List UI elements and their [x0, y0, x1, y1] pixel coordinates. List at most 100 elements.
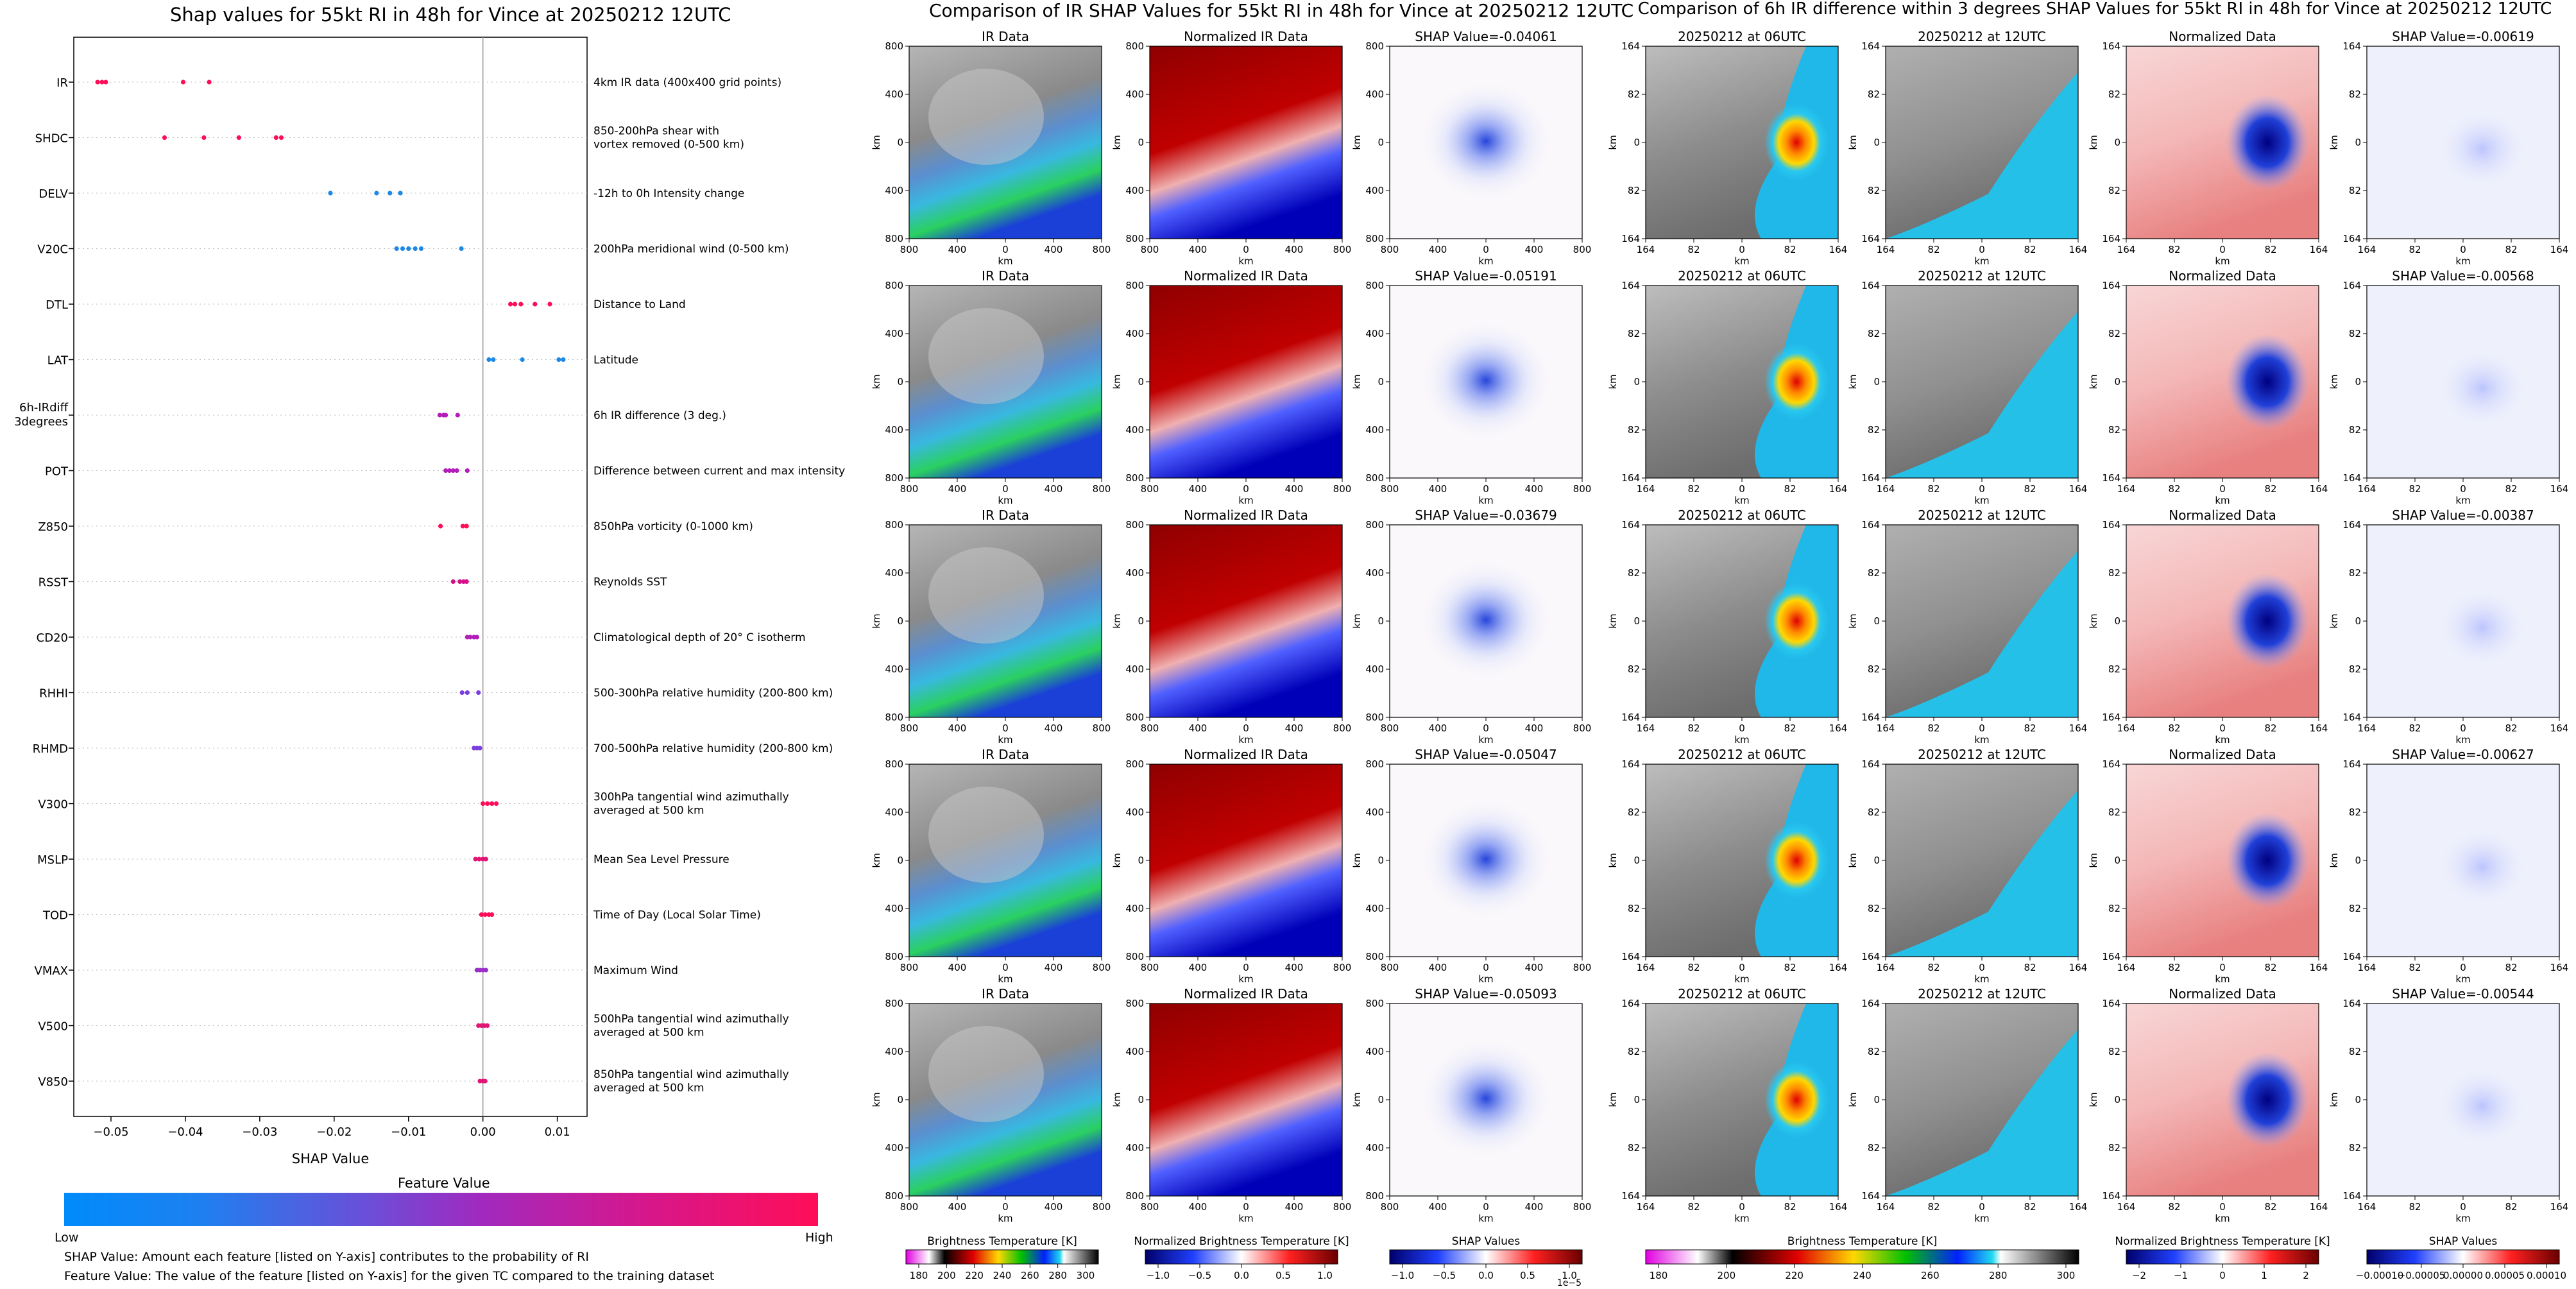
y-axis-label: km	[1111, 1092, 1123, 1107]
x-tick-label: 400	[1525, 483, 1544, 495]
y-tick-label: 164	[2342, 233, 2361, 244]
y-tick-label: 164	[2342, 998, 2361, 1009]
feature-description: Time of Day (Local Solar Time)	[593, 909, 761, 922]
feature-name: IR	[56, 76, 68, 90]
negative-diff-region	[2226, 94, 2309, 191]
x-tick-label: 82	[2409, 483, 2421, 495]
y-tick-label: 82	[1868, 89, 1880, 100]
panel-title: IR Data	[982, 29, 1029, 44]
y-tick-label: 164	[1621, 712, 1640, 723]
x-tick-label: −0.05	[93, 1125, 128, 1139]
y-tick-label: 164	[2342, 519, 2361, 531]
x-tick-label: 82	[2264, 722, 2276, 734]
y-tick-label: 400	[885, 663, 903, 675]
y-tick-label: 400	[1365, 663, 1384, 675]
y-tick-label: 164	[2102, 951, 2120, 962]
panel-title: SHAP Value=-0.05047	[1415, 747, 1557, 762]
x-tick-label: 164	[2358, 1201, 2376, 1213]
diff-norm-colorbar	[2126, 1249, 2319, 1265]
x-axis-label: km	[1478, 1213, 1493, 1224]
x-axis-label: km	[1974, 734, 1989, 746]
panel-title: IR Data	[982, 747, 1029, 762]
y-axis-label: km	[1111, 613, 1123, 628]
x-tick-label: 0	[1483, 1201, 1489, 1213]
shap-point	[464, 524, 469, 529]
y-tick-label: 164	[1621, 280, 1640, 291]
x-tick-label: 164	[1877, 483, 1895, 495]
x-tick-label: 82	[2505, 483, 2517, 495]
shap-point	[512, 302, 518, 307]
x-tick-label: 0	[1002, 722, 1009, 734]
shap-point	[201, 135, 207, 141]
panel-title: Normalized Data	[2169, 986, 2276, 1002]
convective-core	[1764, 583, 1829, 660]
feature-description: 200hPa meridional wind (0-500 km)	[593, 243, 789, 256]
x-tick-label: 0	[1483, 483, 1489, 495]
feature-name: V20C	[37, 243, 68, 257]
y-tick-label: 400	[1365, 567, 1384, 579]
y-tick-label: 800	[1125, 998, 1144, 1009]
panel-title: 20250212 at 06UTC	[1678, 268, 1806, 284]
feature-name: POT	[45, 465, 69, 479]
y-tick-label: 0	[2355, 137, 2361, 148]
ir-shap-colorbar	[1389, 1249, 1583, 1265]
feature-description: Distance to Land	[593, 298, 686, 311]
shap-point	[465, 690, 470, 696]
shap-point	[479, 912, 484, 918]
x-tick-label: 164	[2069, 1201, 2088, 1213]
x-tick-label: 82	[1927, 962, 1940, 973]
x-tick-label: 0	[2219, 722, 2226, 734]
y-tick-label: 0	[897, 376, 903, 388]
shap-point	[486, 357, 491, 363]
x-tick-label: 400	[1045, 1201, 1063, 1213]
y-tick-label: 0	[1873, 615, 1880, 627]
y-axis-label: km	[2328, 1092, 2340, 1107]
feature-name: V300	[38, 798, 68, 812]
shap-point	[406, 246, 411, 252]
y-axis-label: km	[871, 374, 882, 389]
x-tick-label: 400	[1189, 244, 1207, 255]
x-tick-label: 0	[1243, 1201, 1249, 1213]
y-tick-label: 164	[2102, 998, 2120, 1009]
colorbar-tick-label: 180	[910, 1270, 928, 1281]
y-axis-label: km	[1607, 135, 1619, 149]
colorbar-tick-label: 280	[1048, 1270, 1067, 1281]
feature-name: MSLP	[37, 853, 68, 867]
y-axis-label: km	[2328, 853, 2340, 867]
x-tick-label: 164	[1829, 483, 1848, 495]
x-tick-label: 0	[1739, 1201, 1745, 1213]
colorbar-tick-label: 220	[965, 1270, 984, 1281]
feature-description: -12h to 0h Intensity change	[593, 187, 744, 200]
colorbar-exponent: 1e−5	[1557, 1278, 1582, 1288]
normalized-ir-image	[1150, 1003, 1342, 1196]
y-tick-label: 164	[2102, 519, 2120, 531]
x-tick-label: 800	[1333, 962, 1352, 973]
y-tick-label: 82	[2108, 663, 2120, 675]
x-axis-label: km	[1734, 1213, 1749, 1224]
x-tick-label: 82	[2024, 483, 2036, 495]
shap-point	[443, 468, 448, 474]
panel-title: SHAP Value=-0.00544	[2392, 986, 2534, 1002]
x-tick-label: 400	[948, 962, 967, 973]
x-tick-label: 0	[2219, 1201, 2226, 1213]
x-tick-label: 164	[2550, 483, 2569, 495]
shap-point	[508, 302, 513, 307]
y-tick-label: 164	[1621, 40, 1640, 52]
x-axis-label: km	[998, 255, 1012, 267]
shap-point	[520, 357, 525, 363]
x-tick-label: 82	[2264, 962, 2276, 973]
storm-cloud	[928, 787, 1044, 883]
feature-name: V850	[38, 1075, 68, 1089]
x-tick-label: 164	[2069, 722, 2088, 734]
y-tick-label: 82	[1868, 567, 1880, 579]
y-tick-label: 82	[1868, 903, 1880, 914]
x-tick-label: 0	[1979, 722, 1985, 734]
y-tick-label: 800	[1365, 40, 1384, 52]
feature-name: LAT	[47, 354, 69, 368]
panel-title: 20250212 at 12UTC	[1918, 29, 2046, 44]
panel-title: Normalized IR Data	[1184, 508, 1308, 523]
y-tick-label: 400	[885, 807, 903, 818]
diff-panel-title: Comparison of 6h IR difference within 3 …	[1638, 0, 2552, 19]
x-axis-label: km	[1734, 495, 1749, 506]
y-tick-label: 82	[1868, 424, 1880, 436]
